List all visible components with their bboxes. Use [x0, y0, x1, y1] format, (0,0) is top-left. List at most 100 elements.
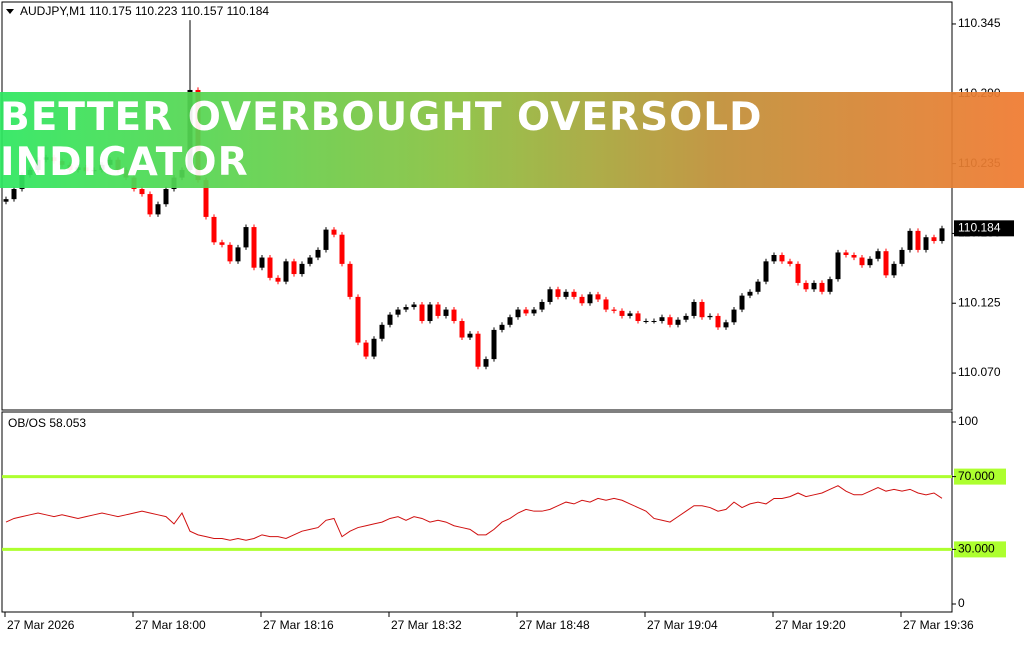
- candle-body: [795, 263, 801, 283]
- x-tick-label: 27 Mar 19:36: [903, 618, 974, 632]
- candle-body: [683, 315, 689, 320]
- candle-body: [891, 263, 897, 276]
- candle-body: [779, 255, 785, 262]
- candle-body: [899, 249, 905, 264]
- candle-body: [803, 282, 809, 290]
- candle-body: [227, 244, 233, 262]
- level-label-bg: [954, 541, 1006, 558]
- candle-body: [11, 188, 17, 200]
- candle-body: [259, 257, 265, 268]
- candle-body: [363, 342, 369, 357]
- current-price-box: [954, 220, 1014, 237]
- indicator-line: [5, 485, 943, 541]
- candle-body: [387, 314, 393, 325]
- candle-body: [651, 321, 657, 323]
- candle-body: [403, 307, 409, 310]
- candle-body: [611, 309, 617, 311]
- y-tick-label: 30.000: [958, 542, 995, 556]
- candle-body: [691, 301, 697, 316]
- candle-body: [203, 180, 209, 217]
- candle-body: [275, 277, 281, 282]
- candle-body: [675, 319, 681, 325]
- candle-body: [635, 313, 641, 322]
- candle-body: [907, 230, 913, 250]
- x-tick-label: 27 Mar 2026: [7, 618, 75, 632]
- candle-body: [211, 216, 217, 243]
- candle-body: [283, 261, 289, 282]
- candle-body: [763, 261, 769, 282]
- candle-body: [811, 282, 817, 290]
- y-tick-label: 100: [958, 414, 978, 428]
- candle-body: [875, 251, 881, 259]
- candle-body: [315, 249, 321, 258]
- candle-body: [667, 317, 673, 325]
- x-tick-label: 27 Mar 18:48: [519, 618, 590, 632]
- candle-body: [267, 257, 273, 278]
- candle-body: [531, 309, 537, 314]
- x-tick-label: 27 Mar 19:04: [647, 618, 718, 632]
- candle-body: [931, 237, 937, 242]
- candle-body: [739, 295, 745, 310]
- banner-text: BETTER OVERBOUGHT OVERSOLD INDICATOR: [0, 95, 763, 185]
- x-tick-label: 27 Mar 18:16: [263, 618, 334, 632]
- x-tick-label: 27 Mar 18:00: [135, 618, 206, 632]
- candle-body: [571, 291, 577, 297]
- symbol-arrow: [6, 9, 14, 14]
- x-tick-label: 27 Mar 18:32: [391, 618, 462, 632]
- x-tick-label: 27 Mar 19:20: [775, 618, 846, 632]
- candle-body: [347, 263, 353, 297]
- candle-body: [475, 333, 481, 367]
- candle-body: [355, 296, 361, 343]
- y-tick-label: 110.345: [958, 16, 1001, 30]
- candle-body: [251, 227, 257, 268]
- candle-body: [595, 294, 601, 300]
- candle-body: [395, 309, 401, 315]
- candle-body: [859, 257, 865, 266]
- candle-body: [339, 234, 345, 264]
- candle-body: [883, 251, 889, 276]
- candle-body: [619, 310, 625, 316]
- candle-body: [459, 321, 465, 338]
- candle-body: [499, 324, 505, 330]
- candle-body: [627, 313, 633, 316]
- candle-body: [603, 299, 609, 310]
- candle-body: [755, 281, 761, 292]
- candle-body: [915, 230, 921, 250]
- candle-body: [331, 229, 337, 235]
- current-price-label: 110.184: [958, 221, 1001, 235]
- candle-body: [851, 255, 857, 258]
- candle-body: [587, 294, 593, 304]
- candle-body: [483, 359, 489, 367]
- candle-body: [235, 247, 241, 262]
- candle-body: [243, 227, 249, 248]
- candle-body: [467, 333, 473, 338]
- candle-body: [371, 338, 377, 357]
- candle-body: [299, 263, 305, 275]
- candle-body: [923, 237, 929, 250]
- candle-body: [843, 252, 849, 256]
- y-tick-label: 110.070: [958, 365, 1001, 379]
- candle-body: [523, 309, 529, 314]
- candle-body: [643, 321, 649, 323]
- candle-body: [451, 309, 457, 322]
- candle-body: [771, 255, 777, 262]
- candle-body: [155, 204, 161, 215]
- candle-body: [291, 261, 297, 275]
- banner: BETTER OVERBOUGHT OVERSOLD INDICATOR: [0, 92, 1024, 188]
- candle-body: [435, 304, 441, 316]
- candle-body: [443, 309, 449, 316]
- candle-body: [939, 228, 945, 242]
- candle-body: [819, 282, 825, 292]
- candle-body: [3, 199, 9, 202]
- candle-body: [707, 315, 713, 318]
- candle-body: [139, 188, 145, 195]
- candle-body: [547, 289, 553, 302]
- candle-body: [867, 258, 873, 266]
- candle-body: [555, 289, 561, 297]
- y-tick-label: 110.125: [958, 295, 1001, 309]
- candle-body: [563, 291, 569, 297]
- candle-body: [411, 304, 417, 308]
- candle-body: [699, 301, 705, 318]
